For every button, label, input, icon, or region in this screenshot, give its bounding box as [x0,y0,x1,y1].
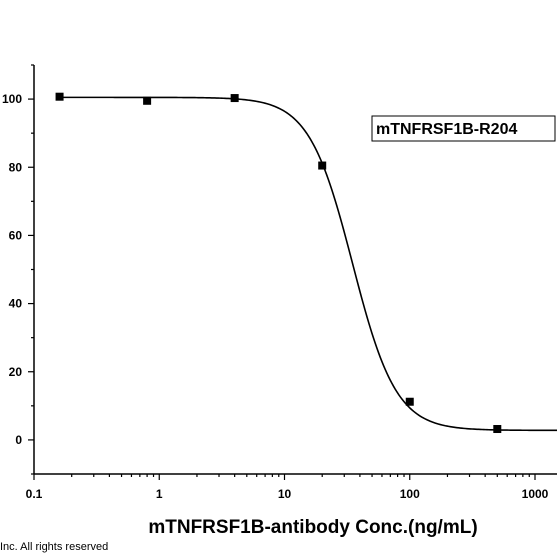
y-axis-ticks: 0 20 40 60 80 100 [2,64,34,475]
data-point [318,161,327,170]
x-tick-label: 1000 [522,487,549,501]
fit-curve [59,96,557,432]
copyright-footer: Inc. All rights reserved [0,541,109,553]
data-points [55,92,502,434]
y-tick-label: 40 [9,297,23,311]
x-tick-label: 10 [278,487,292,501]
data-point [230,94,239,103]
data-point [143,96,152,105]
x-tick-label: 100 [400,487,420,501]
data-point [405,397,414,406]
y-tick-label: 80 [9,160,23,174]
y-tick-label: 20 [9,365,23,379]
x-tick-label: 0.1 [26,487,43,501]
legend-label: mTNFRSF1B-R204 [376,121,517,138]
data-point [55,92,64,101]
x-axis-title: mTNFRSF1B-antibody Conc.(ng/mL) [148,517,477,538]
y-tick-label: 60 [9,228,23,242]
legend-box [371,115,556,142]
legend: mTNFRSF1B-R204 [371,115,556,142]
x-axis-ticks: 0.1 1 10 100 1000 [26,474,549,501]
data-point [493,425,502,434]
y-tick-label: 0 [15,433,22,447]
x-tick-label: 1 [156,487,163,501]
y-tick-label: 100 [2,92,22,106]
